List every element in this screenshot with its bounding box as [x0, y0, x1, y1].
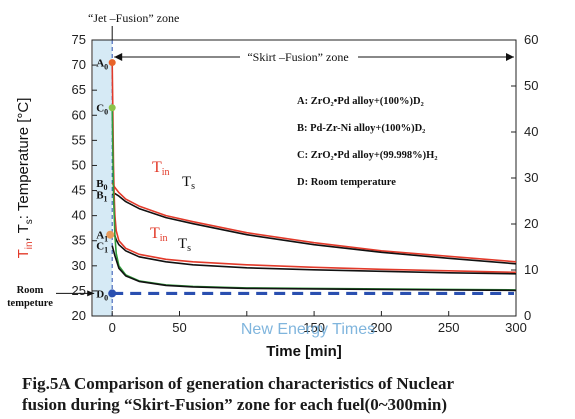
y-left-tick-label: 20: [72, 308, 86, 323]
data-series: [106, 59, 517, 298]
room-arrowhead: [87, 290, 95, 297]
curve-label-upper-tin: Tin: [152, 159, 170, 178]
point-label-C1: C1: [96, 241, 108, 255]
point-label-A0: A0: [96, 58, 108, 72]
x-tick-label: 0: [109, 320, 116, 335]
x-tick-label: 150: [303, 320, 325, 335]
point-label-B1: B1: [96, 190, 107, 204]
legend-entry: A: ZrO₂•Pd alloy+(100%)D₂: [297, 96, 424, 107]
y-right-tick-label: 60: [524, 32, 538, 47]
curve-label-lower-tin: Tin: [150, 225, 168, 244]
skirt-arrowhead-right: [506, 53, 514, 61]
curve-label-lower-ts: Ts: [178, 236, 191, 254]
y-right-tick-label: 50: [524, 78, 538, 93]
room-label-line2: tempeture: [7, 298, 53, 309]
y-right-tick-label: 10: [524, 262, 538, 277]
curve-label-upper-ts: Ts: [182, 174, 195, 192]
jet-zone-band: [93, 40, 113, 316]
y-right-tick-label: 40: [524, 124, 538, 139]
y-left-tick-label: 35: [72, 233, 86, 248]
y-right-tick-label: 30: [524, 170, 538, 185]
x-tick-label: 250: [438, 320, 460, 335]
legend-entry: B: Pd-Zr-Ni alloy+(100%)D₂: [297, 123, 425, 134]
y-left-tick-label: 70: [72, 57, 86, 72]
y-axis-label: Tin, Ts: Temperature [°C]: [15, 98, 35, 259]
caption-line-2: fusion during “Skirt-Fusion” zone for ea…: [22, 395, 448, 414]
y-left-tick-label: 65: [72, 82, 86, 97]
y-left-tick-label: 25: [72, 283, 86, 298]
series-line-C_Ts: [111, 245, 517, 292]
series-line-B_Tin: [111, 182, 517, 263]
chart-text: New Energy Times Time [min] Tin, Ts: Tempe…: [7, 11, 514, 360]
point-label-B0: B0: [96, 178, 107, 192]
x-tick-label: 300: [505, 320, 527, 335]
y-right-tick-label: 0: [524, 308, 531, 323]
y-right-tick-label: 20: [524, 216, 538, 231]
legend-entry: C: ZrO₂•Pd alloy+(99.998%)H₂: [297, 150, 438, 161]
y-left-tick-label: 50: [72, 157, 86, 172]
x-axis-label: Time [min]: [266, 343, 342, 360]
y-left-tick-label: 30: [72, 258, 86, 273]
chart-figure: 20 25 30 35 40 45 50 55 60 65 70 75 0 10 20 30 40 50 60 0 50…: [7, 11, 539, 360]
y-left-tick-label: 55: [72, 132, 86, 147]
caption-line-1: Fig.5A Comparison of generation characte…: [22, 374, 454, 393]
point-label-A1: A1: [96, 230, 108, 244]
jet-zone-label: “Jet –Fusion” zone: [88, 11, 179, 25]
series-line-A_Ts: [111, 233, 517, 275]
room-label-line1: Room: [17, 285, 44, 296]
point-label-D0: D0: [96, 288, 108, 302]
y-left-tick-label: 45: [72, 183, 86, 198]
y-left-tick-label: 60: [72, 107, 86, 122]
x-tick-label: 200: [371, 320, 393, 335]
point-A1: [106, 230, 115, 239]
point-A0: [108, 59, 116, 67]
x-tick-label: 50: [172, 320, 186, 335]
point-D0: [108, 289, 117, 298]
series-line-A_Tin: [111, 62, 517, 274]
point-C0: [108, 104, 116, 112]
skirt-arrowhead-left: [114, 53, 123, 61]
watermark: New Energy Times: [241, 321, 375, 338]
legend-entry: D: Room temperature: [297, 177, 396, 188]
skirt-zone-label: “Skirt –Fusion” zone: [247, 50, 348, 64]
series-line-B_Ts: [111, 192, 517, 265]
y-left-tick-label: 40: [72, 208, 86, 223]
point-label-C0: C0: [96, 103, 108, 117]
y-left-tick-label: 75: [72, 32, 86, 47]
figure-caption: Fig.5A Comparison of generation characte…: [22, 373, 572, 415]
axes-frame: 20 25 30 35 40 45 50 55 60 65 70 75 0 10 20 30 40 50 60 0 50…: [72, 32, 539, 335]
